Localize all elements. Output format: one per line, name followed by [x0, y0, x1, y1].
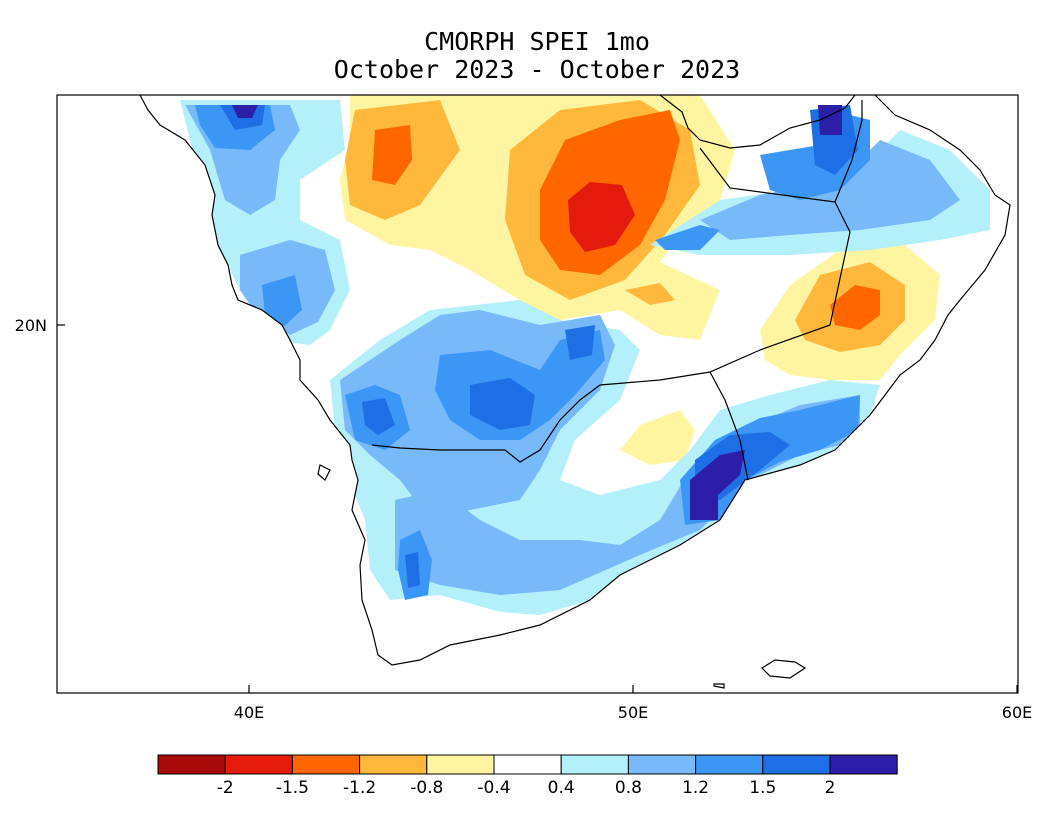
shade-wet-verystrong-center	[470, 378, 535, 430]
border-saudi-uae	[699, 147, 836, 203]
shade-wet-verystrong-south	[405, 552, 420, 588]
color-bar-swatch	[224, 754, 293, 775]
color-bar-swatch	[493, 754, 562, 775]
coastline-red-sea	[139, 95, 1011, 666]
color-bar-swatch	[627, 754, 697, 775]
color-bar-swatch	[359, 754, 428, 775]
color-bar-swatch	[426, 754, 495, 775]
shade-wet-extreme-nw	[232, 105, 258, 118]
color-bar-swatch	[291, 754, 361, 775]
coastlines	[139, 95, 1011, 689]
shade-dry-extreme	[568, 182, 635, 252]
color-bar-label: -1.2	[343, 778, 376, 798]
color-bar-swatch	[695, 754, 764, 775]
color-bar-label: -0.8	[410, 778, 443, 798]
color-bar-swatch	[157, 754, 226, 775]
color-bar-label: 1.5	[749, 778, 776, 798]
x-tick-label-60e: 60E	[1002, 703, 1032, 722]
shade-dry-light-south	[620, 410, 695, 465]
y-tick-label-20n: 20N	[15, 316, 47, 335]
border-oman-uae	[834, 100, 863, 203]
color-bar-legend: -2 -1.5 -1.2 -0.8 -0.4 0.4 0.8 1.2 1.5 2	[157, 754, 898, 798]
color-bar-label: 2	[825, 778, 836, 798]
color-bar-label: 1.2	[682, 778, 709, 798]
color-bar-label: -1.5	[276, 778, 309, 798]
x-tick-label-50e: 50E	[618, 703, 648, 722]
axis-ticks	[57, 324, 1018, 693]
island-small-1	[713, 683, 725, 689]
color-bar-label: 0.8	[615, 778, 642, 798]
shade-wet-verystrong-spot	[565, 325, 595, 360]
coastline-gulf	[659, 95, 856, 149]
shade-wet-strong-west2	[262, 275, 302, 328]
shade-wet-verystrong-west	[362, 398, 395, 435]
map-title-line1: CMORPH SPEI 1mo	[424, 27, 650, 56]
shade-dry-strong-north	[372, 125, 412, 185]
color-bar-label: -0.4	[477, 778, 510, 798]
border-oman-yemen	[709, 371, 749, 481]
border-saudi-yemen	[371, 201, 851, 463]
x-tick-label-40e: 40E	[234, 703, 264, 722]
color-bar-label: -2	[217, 778, 234, 798]
shade-dry-strong-east	[830, 285, 880, 330]
color-bar-label: 0.4	[548, 778, 575, 798]
color-bar-swatch	[560, 754, 629, 775]
shade-wet-strong-ne2	[655, 225, 720, 250]
island-socotra	[761, 659, 807, 679]
color-bar-swatch	[829, 754, 898, 775]
color-bar-swatch	[762, 754, 831, 775]
map-title-line2: October 2023 - October 2023	[334, 55, 740, 84]
island-small-2	[317, 464, 331, 481]
plot-frame	[56, 94, 1019, 694]
shade-dry-moderate-spot	[625, 283, 675, 305]
shade-wet-extreme-ne	[818, 105, 842, 135]
spei-shading	[180, 95, 990, 615]
shade-wet-extreme-se	[690, 450, 745, 520]
